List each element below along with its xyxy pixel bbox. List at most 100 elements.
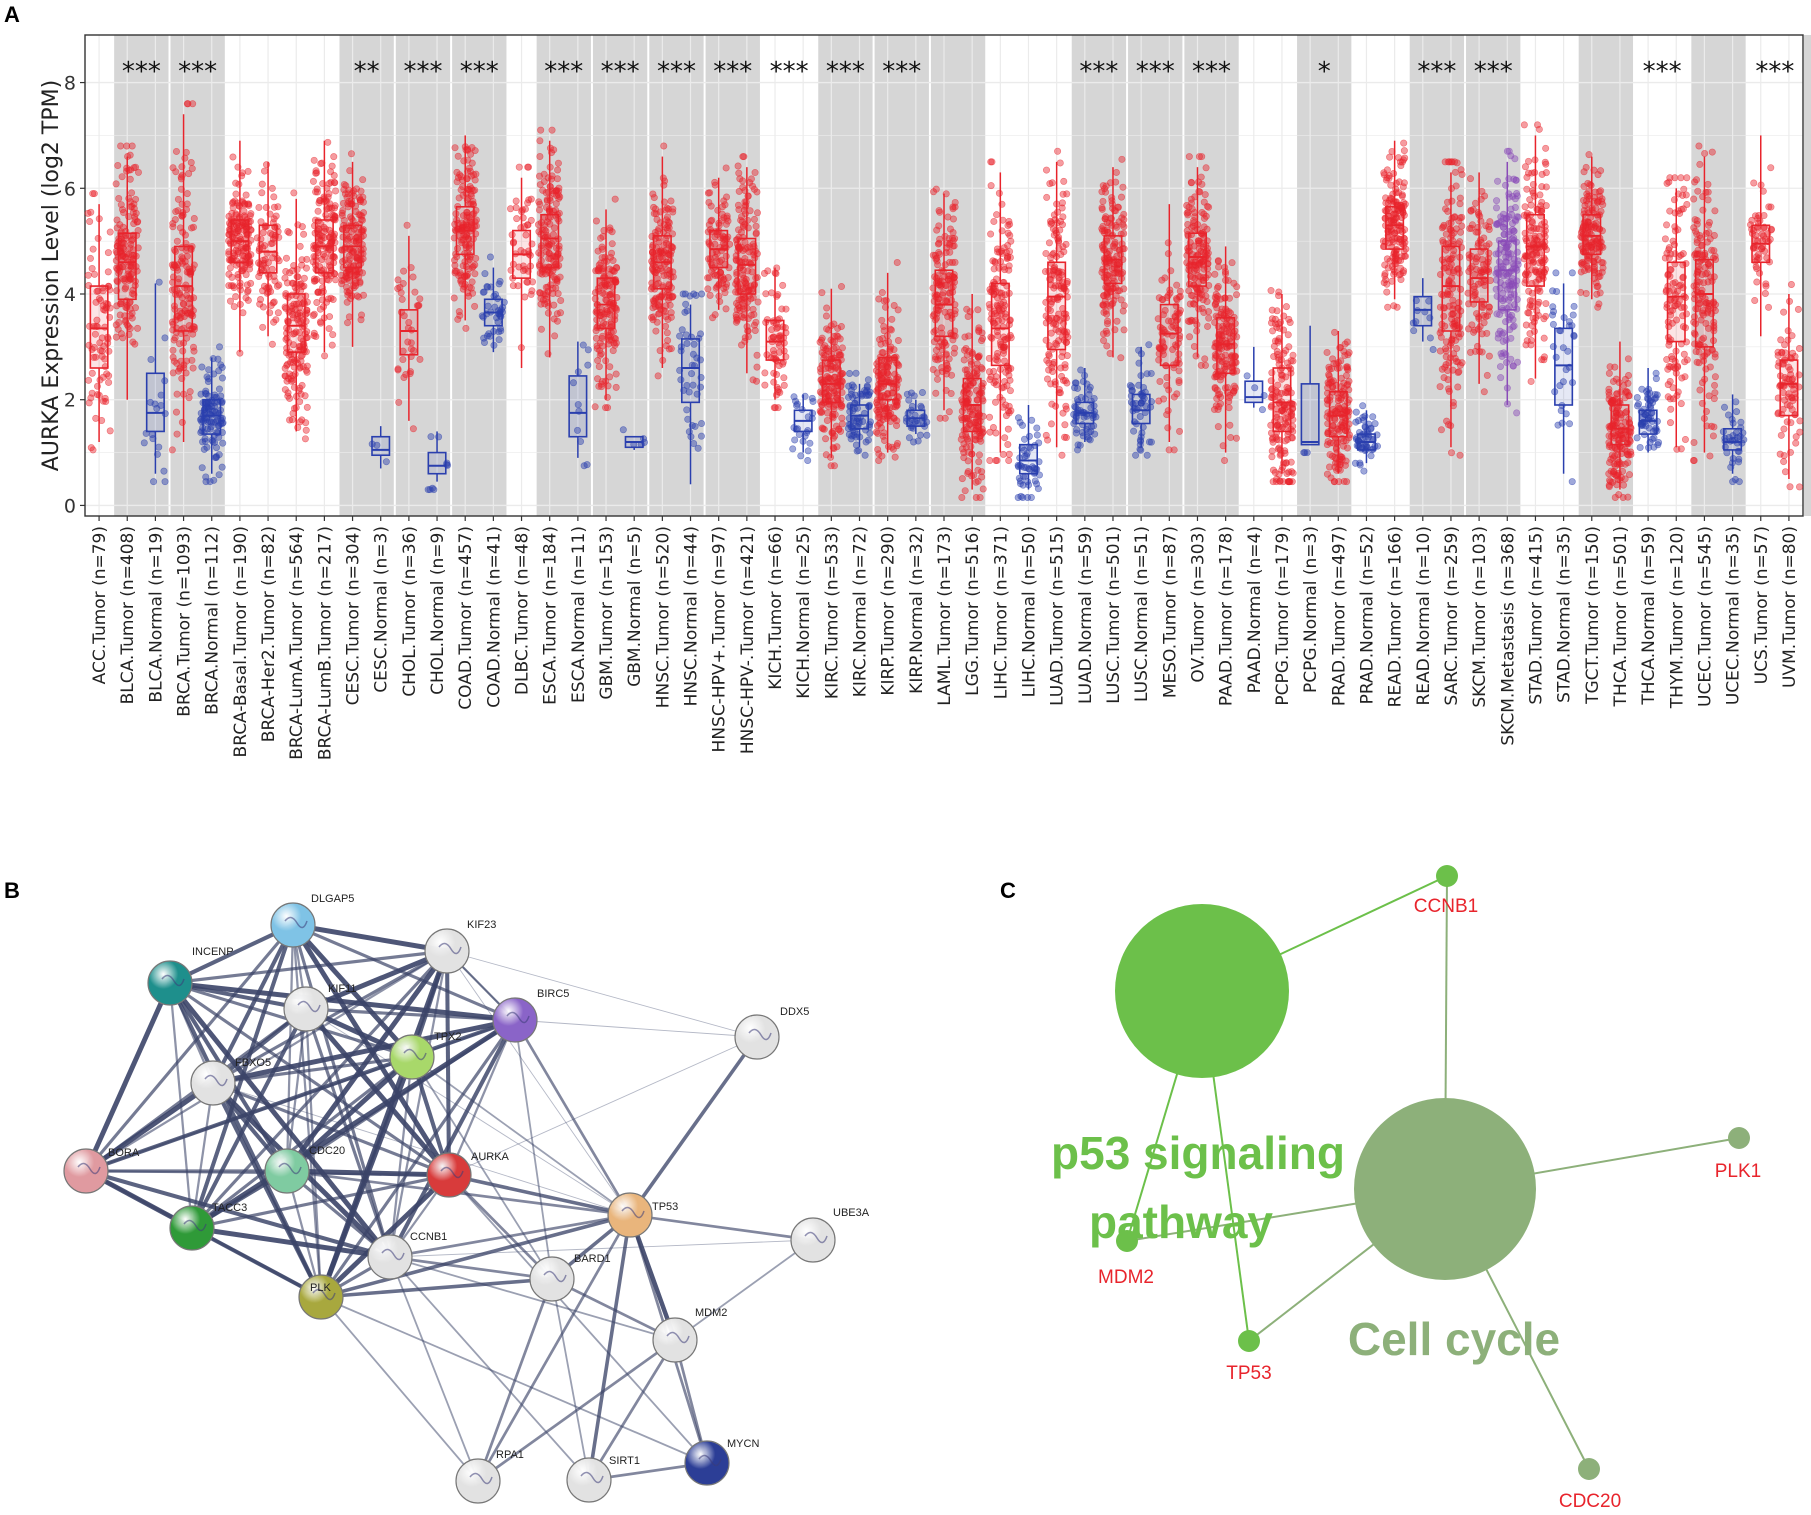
data-point [1006,253,1014,261]
data-point [330,153,338,161]
data-point [296,364,304,372]
data-point [115,195,123,203]
data-point [263,289,271,297]
data-point [512,197,520,205]
data-point [663,329,671,337]
data-point [779,281,787,289]
data-point [92,298,100,306]
data-point [945,408,953,416]
x-tick-label: DLBC.Tumor (n=48) [513,526,533,695]
box [934,269,954,338]
data-point [1190,343,1198,351]
data-point [721,201,729,209]
data-point [1119,307,1127,315]
data-point [934,375,942,383]
data-point [835,426,843,434]
data-point [705,198,713,206]
data-point [296,384,304,392]
box [286,293,306,353]
data-point [1190,300,1198,308]
data-point [993,211,1001,219]
data-point [356,196,364,204]
data-point [313,185,321,193]
data-point [557,309,565,317]
data-point [1289,357,1297,365]
data-point [1033,424,1041,432]
data-point [848,381,856,389]
data-point [753,209,761,217]
data-point [134,227,142,235]
box [1159,303,1179,367]
data-point [1228,259,1236,267]
data-point [528,287,536,295]
data-point [791,436,799,444]
data-point [314,288,322,296]
data-point [293,273,301,281]
data-point [1019,493,1027,501]
data-point [465,265,473,273]
data-point [286,358,294,366]
data-point [134,168,142,176]
data-point [655,302,663,310]
data-point [1027,493,1035,501]
data-point [878,289,886,297]
data-point [170,336,178,344]
data-point [455,308,463,316]
data-point [817,409,825,417]
data-point [1187,179,1195,187]
data-point [592,217,600,225]
data-point [1173,281,1181,289]
data-point [1145,341,1153,349]
shaded-band [705,35,760,516]
data-point [344,319,352,327]
data-point [654,295,662,303]
data-point [1267,287,1275,295]
x-tick-label: COAD.Tumor (n=457) [456,526,476,710]
data-point [832,344,840,352]
data-point [739,153,747,161]
data-point [321,352,329,360]
x-tick-label: LIHC.Normal (n=50) [1019,526,1039,697]
data-point [768,289,776,297]
data-point [325,276,333,284]
data-point [664,222,672,230]
data-point [1200,223,1208,231]
x-tick-label: HNSC-HPV+.Tumor (n=97) [710,526,730,752]
data-point [846,369,854,377]
data-point [932,389,940,397]
data-point [705,274,713,282]
data-point [259,323,267,331]
data-point [329,331,337,339]
data-point [1324,379,1332,387]
data-point [761,381,769,389]
data-point [1014,414,1022,422]
data-point [117,300,125,308]
data-point [357,316,365,324]
x-tick-label: ESCA.Normal (n=11) [569,526,589,703]
data-point [1198,304,1206,312]
data-point [203,443,211,451]
data-point [175,367,183,375]
x-tick-label: CHOL.Tumor (n=36) [400,526,420,697]
data-point [471,270,479,278]
data-point [877,340,885,348]
data-point [132,304,140,312]
data-point [1156,378,1164,386]
data-point [1232,434,1240,442]
data-point [179,347,187,355]
data-point [722,305,730,313]
data-point [129,338,137,346]
data-point [1272,433,1280,441]
data-point [268,184,276,192]
data-point [537,325,545,333]
data-point [875,450,883,458]
data-point [990,217,998,225]
data-point [270,193,278,201]
data-point [170,357,178,365]
data-point [1285,478,1293,486]
data-point [467,172,475,180]
data-point [709,314,717,322]
data-point [179,300,187,308]
data-point [173,390,181,398]
data-point [198,363,206,371]
